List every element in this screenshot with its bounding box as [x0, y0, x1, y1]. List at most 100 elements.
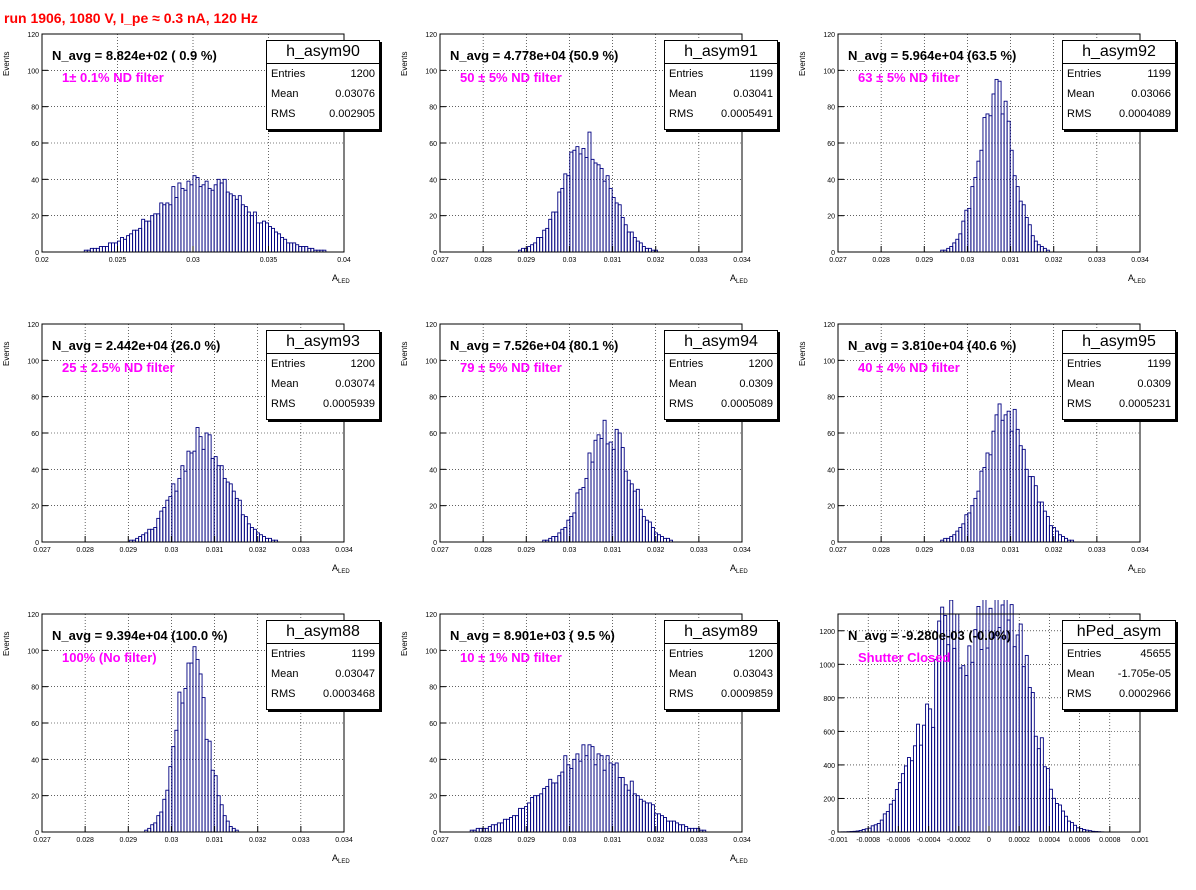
histogram-bin — [154, 823, 157, 832]
histogram-bin — [947, 538, 950, 542]
y-tick-label: 40 — [429, 177, 437, 184]
histogram-bin — [1040, 502, 1043, 542]
histogram-bin — [564, 174, 567, 252]
stats-value: 0.0005939 — [323, 394, 375, 414]
histogram-name: h_asym90 — [267, 41, 379, 64]
histogram-bin — [166, 500, 169, 542]
histogram-bin — [633, 237, 636, 252]
histogram-bin — [160, 511, 163, 542]
x-tick-label: 0.033 — [690, 257, 708, 264]
histogram-name: hPed_asym — [1063, 621, 1175, 644]
histogram-bin — [226, 482, 229, 542]
histogram-bin — [121, 237, 124, 252]
histogram-bin — [199, 674, 202, 832]
stats-value: 1199 — [749, 64, 773, 84]
histogram-bin — [278, 234, 281, 252]
histogram-bin — [558, 192, 561, 252]
histogram-bin — [311, 248, 314, 252]
histogram-bin — [226, 192, 229, 252]
histogram-bin — [591, 462, 594, 542]
histogram-bin — [914, 746, 917, 832]
histogram-bin — [588, 132, 591, 252]
histogram-bin — [220, 805, 223, 832]
histogram-bin — [506, 819, 509, 832]
histogram-bin — [105, 247, 108, 252]
histogram-bin — [895, 790, 898, 832]
histogram-bin — [1019, 446, 1022, 542]
y-tick-label: 120 — [823, 32, 835, 39]
histogram-bin — [615, 763, 618, 832]
y-tick-label: 80 — [429, 685, 437, 692]
histogram-bin — [196, 428, 199, 542]
histogram-bin — [989, 116, 992, 252]
histogram-bin — [205, 181, 208, 252]
x-tick-label: 0.032 — [249, 547, 267, 554]
histogram-bin — [980, 150, 983, 252]
histogram-bin — [142, 535, 145, 542]
y-tick-label: 80 — [31, 685, 39, 692]
y-tick-label: 120 — [425, 322, 437, 329]
histogram-bin — [645, 803, 648, 832]
histogram-bin — [193, 451, 196, 542]
histogram-bin — [1028, 225, 1031, 252]
x-tick-label: 0.028 — [474, 837, 492, 844]
histogram-bin — [269, 538, 272, 542]
histogram-bin — [977, 161, 980, 252]
histogram-bin — [561, 188, 564, 252]
histogram-bin — [892, 800, 895, 832]
histogram-bin — [211, 770, 214, 832]
histogram-bin — [1007, 121, 1010, 252]
histogram-bin — [648, 803, 651, 832]
histogram-bin — [130, 234, 133, 252]
histogram-bin — [190, 663, 193, 832]
x-tick-label: 0.032 — [1045, 547, 1063, 554]
x-tick-label: 0.031 — [206, 547, 224, 554]
histogram-bin — [516, 816, 519, 832]
histogram-bin — [639, 799, 642, 832]
histogram-bin — [211, 458, 214, 542]
y-tick-label: 0 — [433, 250, 437, 257]
histogram-bin — [633, 794, 636, 832]
y-tick-label: 40 — [429, 757, 437, 764]
histogram-bin — [142, 219, 145, 252]
x-tick-label: 0.0002 — [1008, 837, 1030, 844]
x-tick-label: 0.029 — [120, 837, 138, 844]
histogram-bin — [971, 506, 974, 542]
x-axis-title-subscript: LED — [338, 859, 350, 865]
histogram-bin — [950, 247, 953, 252]
histogram-bin — [537, 796, 540, 832]
y-tick-label: 60 — [827, 431, 835, 438]
histogram-bin — [935, 660, 938, 832]
x-tick-label: 0.034 — [733, 257, 751, 264]
x-tick-label: 0.028 — [76, 547, 94, 554]
histogram-bin — [145, 533, 148, 542]
histogram-bin — [956, 531, 959, 542]
histogram-bin — [874, 825, 877, 832]
stats-key: Entries — [1067, 354, 1101, 374]
histogram-bin — [1058, 805, 1061, 832]
histogram-bin — [1019, 624, 1022, 832]
histogram-bin — [226, 821, 229, 832]
histogram-bin — [211, 190, 214, 252]
histogram-bin — [208, 188, 211, 252]
histogram-bin — [160, 812, 163, 832]
histogram-bin — [968, 646, 971, 832]
histogram-name: h_asym93 — [267, 331, 379, 354]
histogram-bin — [639, 243, 642, 252]
histogram-bin — [603, 770, 606, 832]
histogram-bin — [633, 491, 636, 542]
histogram-bin — [181, 466, 184, 542]
histogram-bin — [244, 517, 247, 542]
histogram-bin — [1071, 823, 1074, 832]
x-axis-title-subscript: LED — [338, 279, 350, 285]
histogram-bin — [645, 520, 648, 542]
stats-value: 45655 — [1140, 644, 1171, 664]
histogram-bin — [630, 232, 633, 252]
histogram-bin — [600, 168, 603, 252]
